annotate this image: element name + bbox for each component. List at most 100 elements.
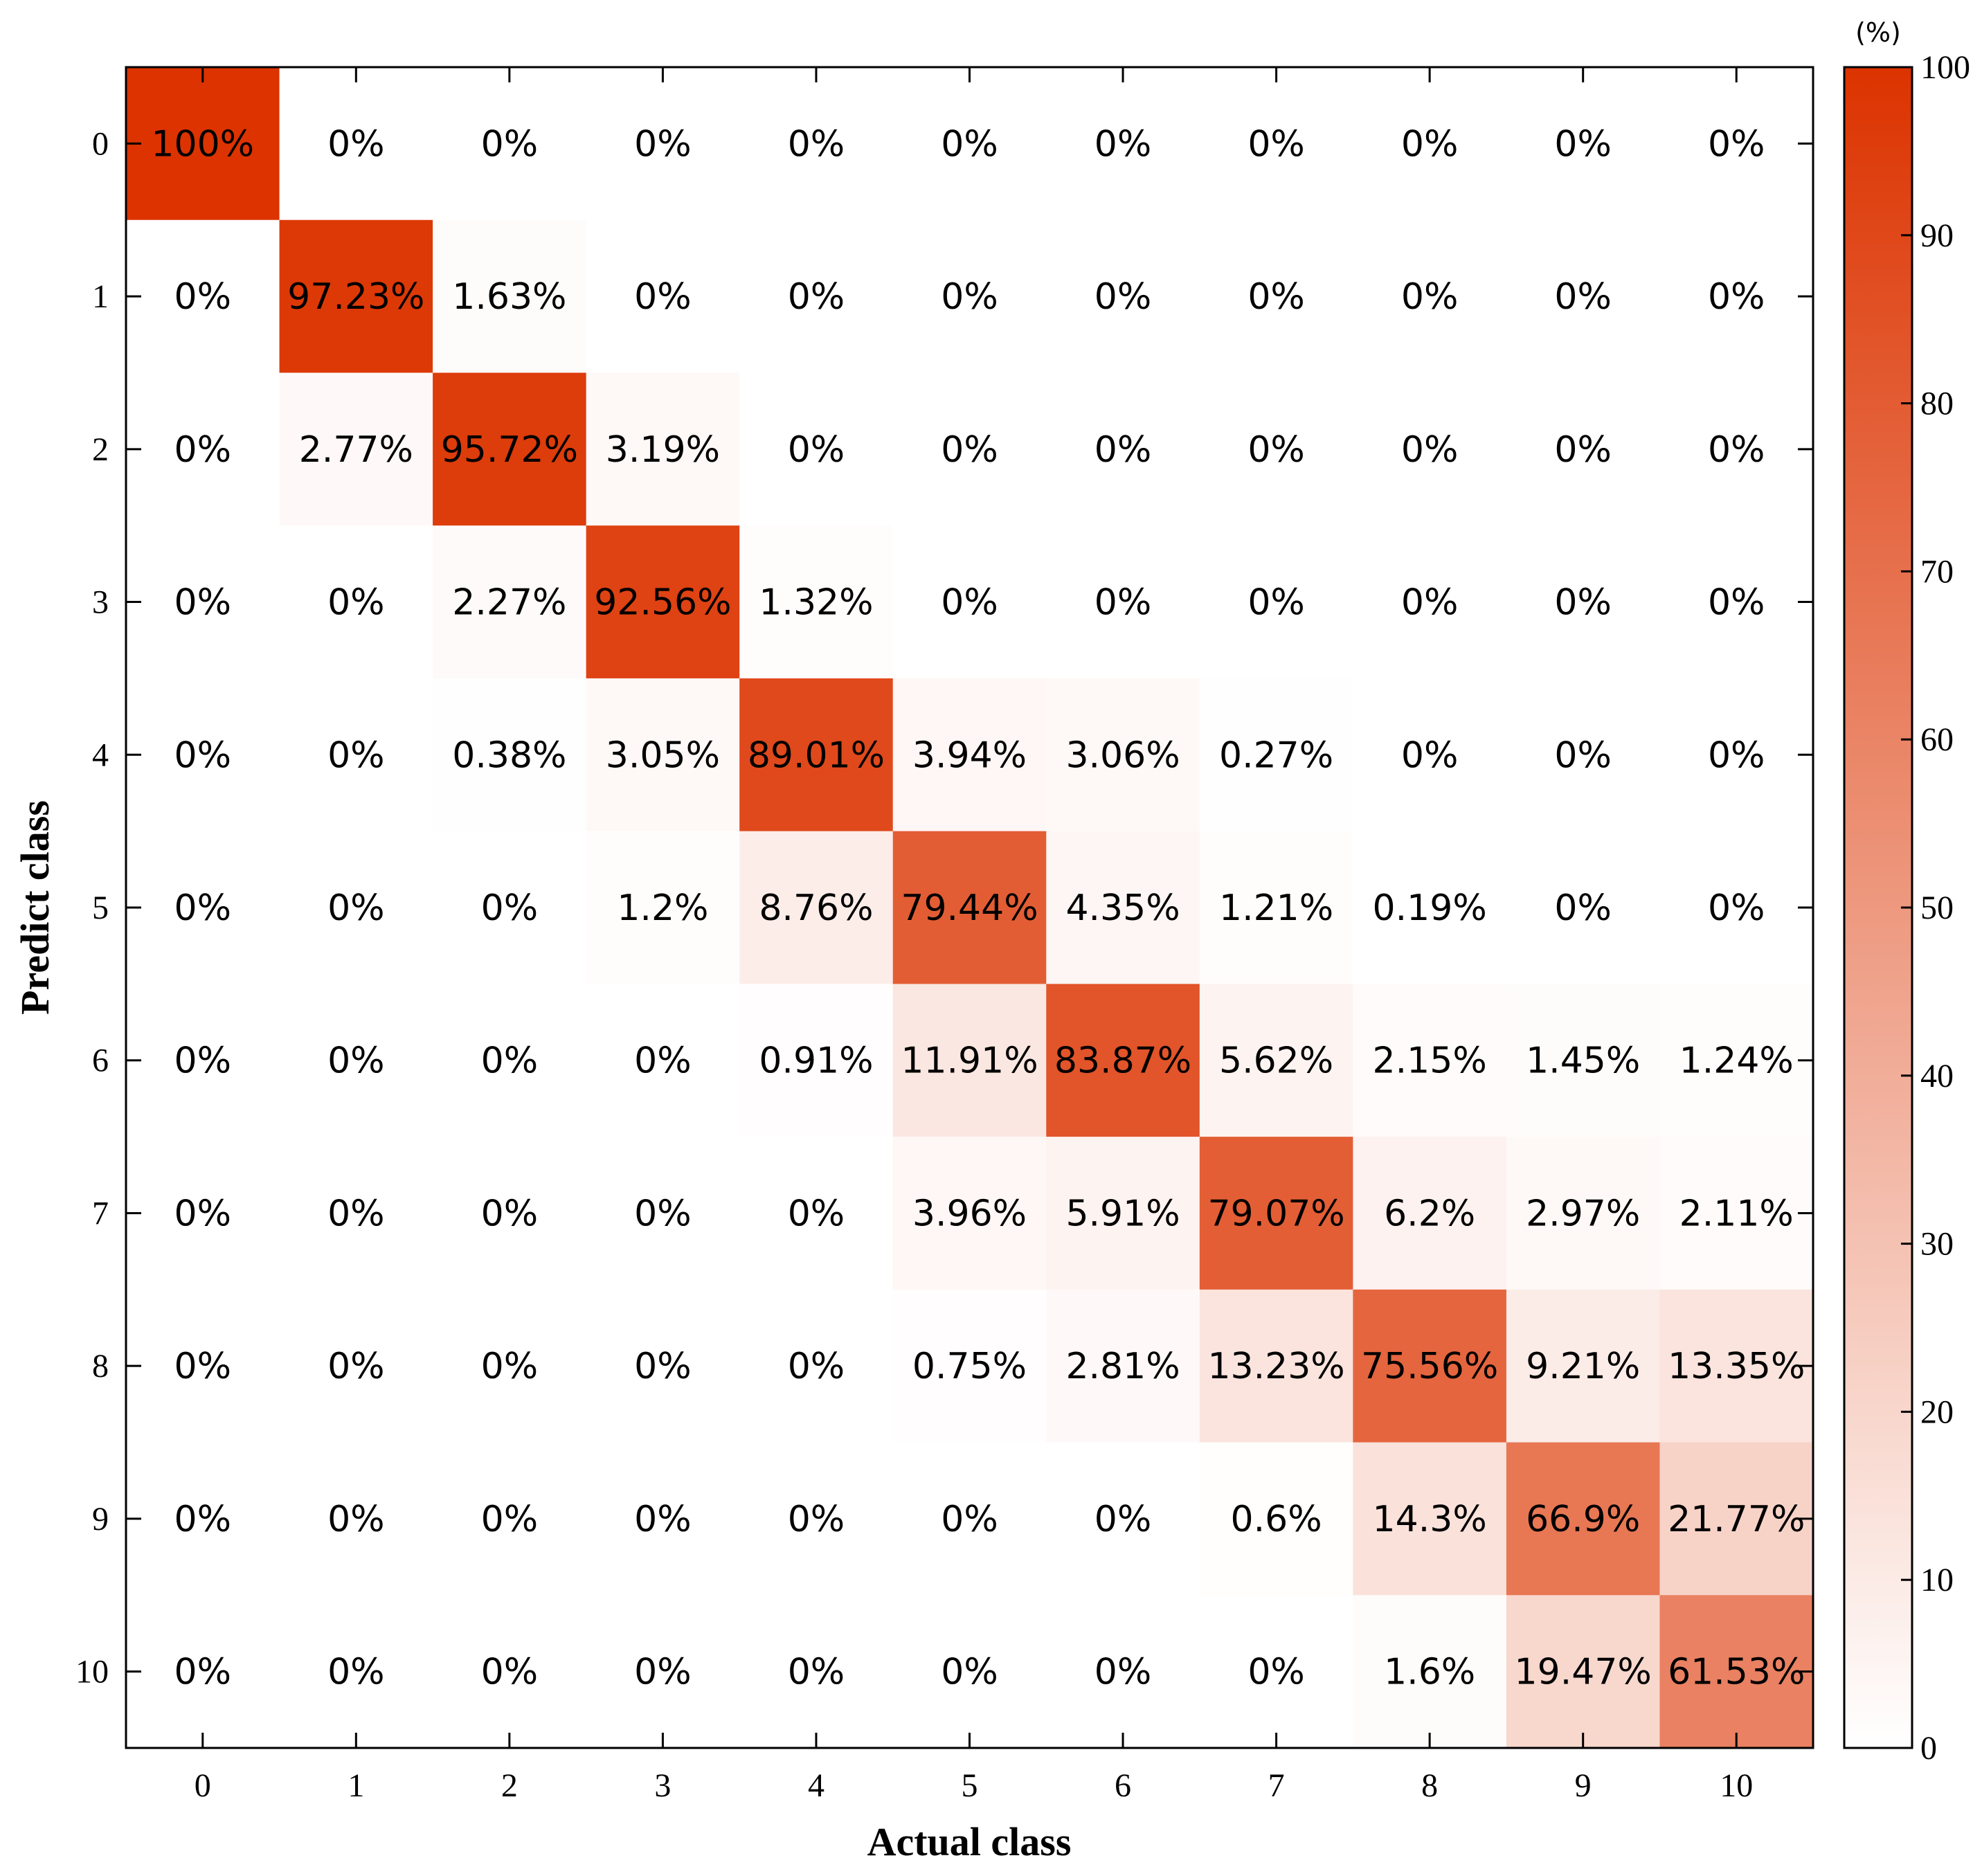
cell-value-label: 0%	[1247, 276, 1305, 318]
heatmap-cell	[279, 1137, 433, 1290]
heatmap-cell	[586, 219, 740, 373]
y-tick-label: 7	[92, 1195, 109, 1232]
heatmap-cell	[1353, 1595, 1507, 1749]
cell-value-label: 0%	[174, 429, 232, 471]
heatmap-cell	[1199, 831, 1353, 984]
heatmap-cell	[126, 831, 280, 984]
heatmap-cell	[279, 831, 433, 984]
heatmap-cell	[1199, 219, 1353, 373]
heatmap-cell	[1046, 831, 1200, 984]
cell-value-label: 0%	[941, 429, 998, 471]
heatmap-cell	[1506, 525, 1660, 679]
heatmap-cell	[739, 372, 894, 526]
cell-value-label: 0%	[1401, 582, 1459, 624]
heatmap-cell	[1199, 67, 1353, 221]
cell-value-label: 0%	[1401, 123, 1459, 165]
heatmap-cell	[433, 1442, 587, 1596]
cell-value-label: 1.21%	[1219, 887, 1333, 929]
y-tick-label: 0	[92, 125, 109, 162]
cell-value-label: 1.32%	[759, 582, 873, 624]
x-tick-label: 0	[195, 1767, 211, 1804]
colorbar	[1843, 66, 1913, 1749]
cell-value-label: 1.2%	[617, 887, 708, 929]
colorbar-tick-label: 90	[1920, 217, 1954, 254]
heatmap-cell	[892, 1289, 1047, 1443]
cell-value-label: 0%	[1554, 887, 1612, 929]
cell-value-label: 0%	[1708, 276, 1765, 318]
x-tick-label: 9	[1575, 1767, 1592, 1804]
heatmap-cell	[279, 372, 433, 526]
heatmap-cell	[126, 1442, 280, 1596]
heatmap-cell	[892, 831, 1047, 984]
heatmap-cell	[1506, 372, 1660, 526]
cell-value-label: 0%	[1708, 429, 1765, 471]
cell-value-label: 9.21%	[1526, 1346, 1640, 1387]
colorbar-tick-label: 80	[1920, 386, 1954, 422]
cell-value-label: 0%	[1094, 429, 1152, 471]
heatmap-cell	[586, 67, 740, 221]
cell-value-label: 0%	[1401, 276, 1459, 318]
heatmap-cell	[1199, 1595, 1353, 1749]
heatmap-cell	[1046, 372, 1200, 526]
heatmap-cell	[126, 1137, 280, 1290]
heatmap-cell	[892, 678, 1047, 832]
heatmap-cell	[1659, 1137, 1814, 1290]
heatmap-cell	[1506, 219, 1660, 373]
heatmap-cell	[279, 678, 433, 832]
heatmap-cell	[1353, 678, 1507, 832]
heatmap-cell	[279, 219, 433, 373]
heatmap-cell	[1199, 1442, 1353, 1596]
heatmap-cell	[1353, 1442, 1507, 1596]
cell-value-label: 21.77%	[1668, 1499, 1805, 1540]
cell-value-label: 0%	[174, 734, 232, 776]
heatmap-cell	[1659, 1595, 1814, 1749]
cell-value-label: 5.62%	[1219, 1040, 1333, 1082]
heatmap-cell	[1659, 372, 1814, 526]
cell-value-label: 0%	[634, 1652, 692, 1693]
cell-value-label: 0%	[788, 1193, 845, 1234]
cell-value-label: 1.24%	[1679, 1040, 1794, 1082]
heatmap-cell	[739, 1442, 894, 1596]
y-tick-label: 9	[92, 1501, 109, 1537]
cell-value-label: 0%	[634, 276, 692, 318]
heatmap-cell	[739, 219, 894, 373]
cell-value-label: 0.27%	[1219, 734, 1333, 776]
cell-value-label: 0%	[174, 276, 232, 318]
cell-value-label: 13.35%	[1668, 1346, 1805, 1387]
heatmap-cell	[586, 1289, 740, 1443]
heatmap-cell	[1659, 67, 1814, 221]
y-tick-label: 6	[92, 1043, 109, 1079]
x-axis-title: Actual class	[867, 1819, 1072, 1864]
heatmap-cell	[586, 984, 740, 1137]
heatmap-cell	[279, 1289, 433, 1443]
heatmap-cell	[1353, 67, 1507, 221]
cell-value-label: 0%	[481, 1499, 539, 1540]
heatmap-cell	[1353, 1137, 1507, 1290]
cell-value-label: 0%	[327, 887, 385, 929]
heatmap-cell	[1353, 525, 1507, 679]
y-tick-label: 3	[92, 584, 109, 621]
cell-value-label: 0%	[174, 1499, 232, 1540]
cell-value-label: 0%	[174, 582, 232, 624]
heatmap-cell	[433, 372, 587, 526]
heatmap-cell	[1659, 1289, 1814, 1443]
cell-value-label: 8.76%	[759, 887, 873, 929]
cell-value-label: 0%	[1554, 429, 1612, 471]
cell-value-label: 1.63%	[452, 276, 566, 318]
heatmap-cell	[1046, 67, 1200, 221]
heatmap-cell	[126, 678, 280, 832]
cell-value-label: 11.91%	[901, 1040, 1038, 1082]
heatmap-cell	[126, 984, 280, 1137]
cell-value-label: 0%	[1247, 1652, 1305, 1693]
cell-value-label: 0%	[1708, 123, 1765, 165]
heatmap-cell	[1353, 1289, 1507, 1443]
cell-value-label: 0%	[941, 1499, 998, 1540]
cell-value-label: 0%	[481, 1346, 539, 1387]
heatmap-cell	[1506, 678, 1660, 832]
cell-value-label: 0%	[481, 887, 539, 929]
heatmap-cell	[1659, 1442, 1814, 1596]
cell-value-label: 0%	[1094, 123, 1152, 165]
heatmap-cell	[586, 1137, 740, 1290]
cell-value-label: 0.75%	[912, 1346, 1027, 1387]
cell-value-label: 95.72%	[441, 429, 578, 471]
